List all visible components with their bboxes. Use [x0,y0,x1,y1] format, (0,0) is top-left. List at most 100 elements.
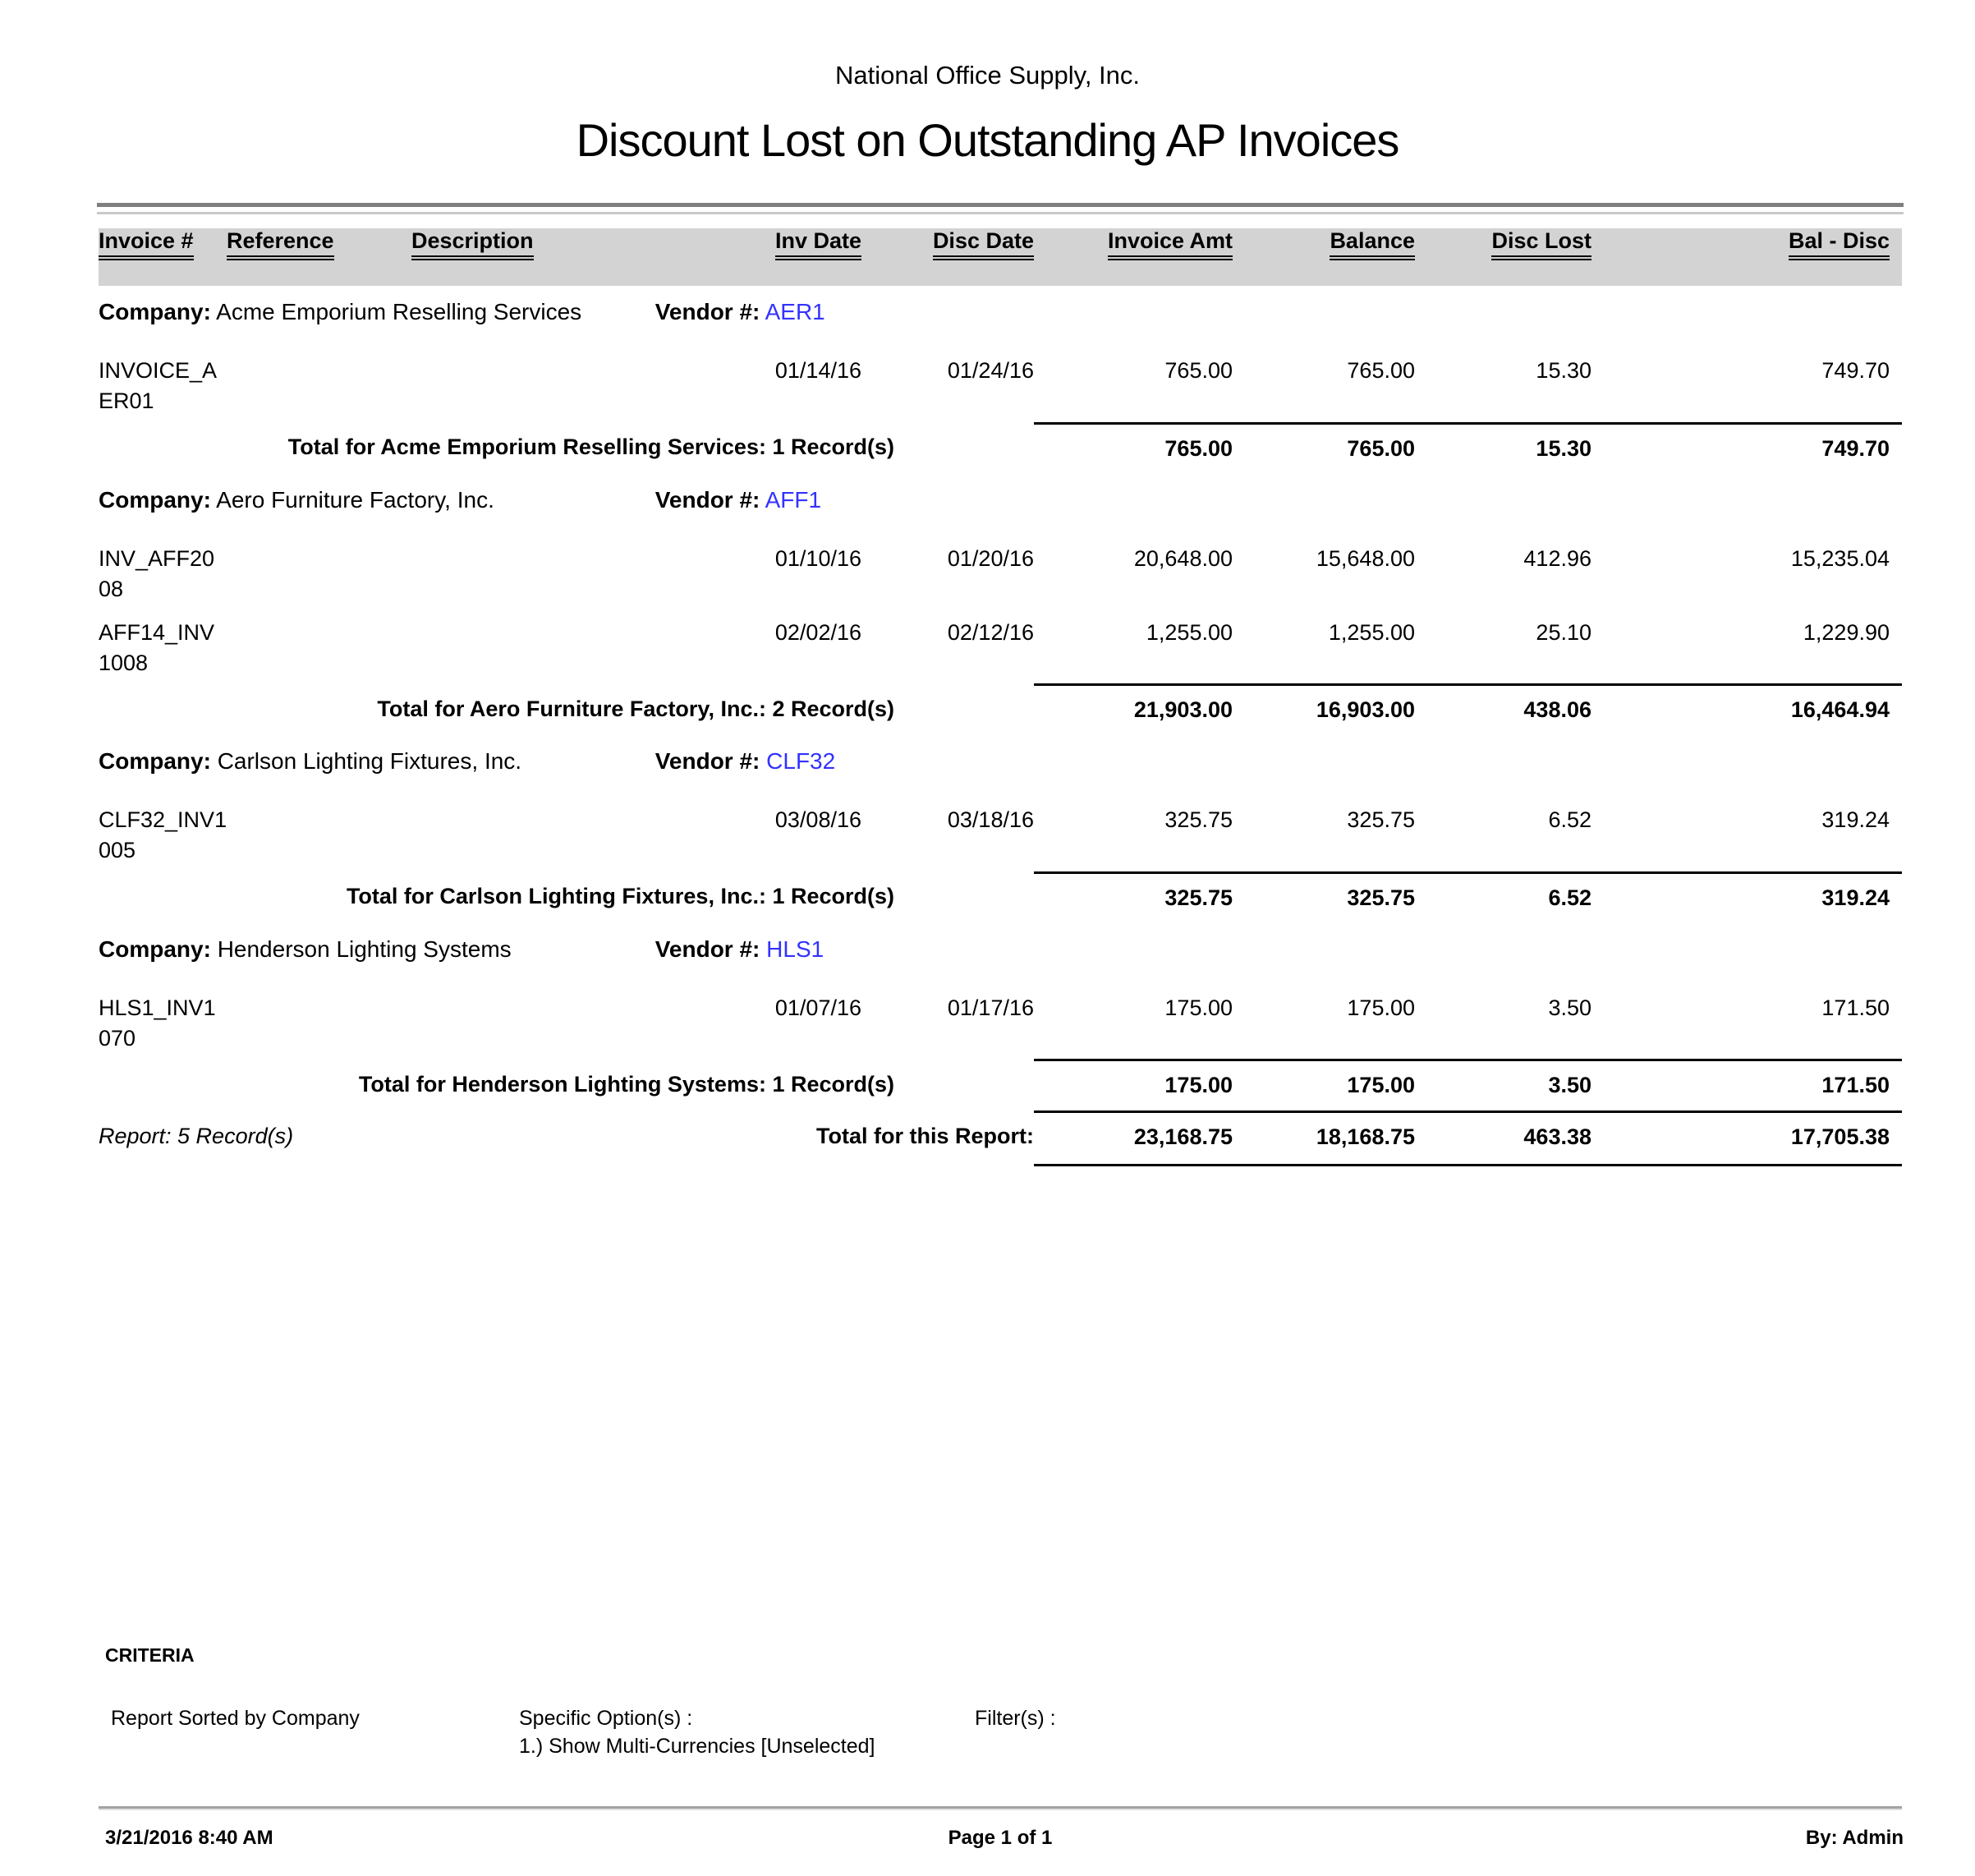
group-total-balance: 175.00 [1233,1059,1415,1112]
balance-cell: 15,648.00 [1316,545,1415,571]
report-total-label: Total for this Report: [816,1123,1034,1148]
footer-generated-by: By: Admin [1805,1827,1904,1849]
footer-page-number: Page 1 of 1 [948,1827,1053,1849]
invoice-row: CLF32_INV1 005 03/08/16 03/18/16 325.75 … [99,798,1902,872]
group-total-row: Total for Acme Emporium Reselling Servic… [99,421,1902,474]
criteria-option-item: 1.) Show Multi-Currencies [Unselected] [519,1735,875,1758]
footer-datetime: 3/21/2016 8:40 AM [105,1827,273,1849]
group-total-disc-lost: 438.06 [1415,683,1591,735]
vendor-code-link[interactable]: AER1 [765,299,825,324]
group-total-invoice-amt: 21,903.00 [1034,683,1233,735]
invoice-amt-cell: 175.00 [1164,995,1233,1020]
col-header-disc-lost: Disc Lost [1415,228,1591,286]
company-label: Company: [99,748,211,774]
description-cell [411,798,697,872]
description-cell [411,349,697,423]
column-header-row: Invoice # Reference Description Inv Date… [99,228,1902,286]
group-total-balance: 325.75 [1233,871,1415,923]
disc-date-cell: 01/24/16 [947,358,1034,383]
group-total-bal-disc: 749.70 [1591,421,1890,474]
group-total-invoice-amt: 765.00 [1034,421,1233,474]
invoice-amt-cell: 20,648.00 [1133,545,1233,571]
col-header-description: Description [411,228,697,286]
col-header-reference: Reference [227,228,411,286]
col-header-disc-date: Disc Date [861,228,1034,286]
title-rule-light [97,212,1904,214]
disc-lost-cell: 412.96 [1523,545,1591,571]
group-total-bal-disc: 319.24 [1591,871,1890,923]
col-header-bal-disc: Bal - Disc [1591,228,1890,286]
reference-cell [227,986,411,1060]
col-header-balance: Balance [1233,228,1415,286]
inv-date-cell: 02/02/16 [774,619,861,645]
description-cell [411,611,697,685]
invoice-amt-cell: 765.00 [1164,358,1233,383]
col-header-invoice: Invoice # [99,228,227,286]
group-total-balance: 16,903.00 [1233,683,1415,735]
company-label: Company: [99,936,211,962]
group-total-bal-disc: 16,464.94 [1591,683,1890,735]
vendor-label: Vendor #: [655,936,760,962]
bal-disc-cell: 749.70 [1821,358,1890,383]
balance-cell: 1,255.00 [1328,619,1415,645]
title-rule-dark [97,203,1904,207]
group-total-invoice-amt: 175.00 [1034,1059,1233,1112]
description-cell [411,986,697,1060]
group-total-invoice-amt: 325.75 [1034,871,1233,923]
reference-cell [227,611,411,685]
disc-date-cell: 01/17/16 [947,995,1034,1020]
group-total-row: Total for Henderson Lighting Systems: 1 … [99,1059,1902,1112]
criteria-sorted-by: Report Sorted by Company [111,1707,360,1730]
vendor-code-link[interactable]: CLF32 [766,748,836,774]
invoice-row: INVOICE_A ER01 01/14/16 01/24/16 765.00 … [99,349,1902,423]
invoice-number-cell: HLS1_INV1 070 [99,995,216,1051]
invoice-row: INV_AFF20 08 01/10/16 01/20/16 20,648.00… [99,537,1902,611]
vendor-code-link[interactable]: HLS1 [766,936,824,962]
group-header: Company: Carlson Lighting Fixtures, Inc.… [99,735,1902,798]
bal-disc-cell: 319.24 [1821,807,1890,832]
invoice-amt-cell: 325.75 [1164,807,1233,832]
bal-disc-cell: 1,229.90 [1803,619,1890,645]
balance-cell: 325.75 [1347,807,1415,832]
group-total-disc-lost: 3.50 [1415,1059,1591,1112]
report-record-count: Report: 5 Record(s) [99,1123,294,1148]
disc-lost-cell: 15.30 [1536,358,1591,383]
invoice-number-cell: CLF32_INV1 005 [99,807,227,862]
reference-cell [227,798,411,872]
company-title: National Office Supply, Inc. [834,61,1141,90]
inv-date-cell: 01/07/16 [774,995,861,1020]
invoice-row: AFF14_INV 1008 02/02/16 02/12/16 1,255.0… [99,611,1902,685]
group-header: Company: Acme Emporium Reselling Service… [99,286,1902,349]
vendor-label: Vendor #: [655,299,760,324]
disc-date-cell: 03/18/16 [947,807,1034,832]
group-total-bal-disc: 171.50 [1591,1059,1890,1112]
report-total-balance: 18,168.75 [1233,1110,1415,1166]
report-total-disc-lost: 463.38 [1415,1110,1591,1166]
disc-date-cell: 02/12/16 [947,619,1034,645]
report-summary-row: Report: 5 Record(s) Total for this Repor… [99,1110,1902,1166]
balance-cell: 175.00 [1347,995,1415,1020]
criteria-heading: CRITERIA [105,1644,195,1666]
group-total-row: Total for Aero Furniture Factory, Inc.: … [99,683,1902,735]
report-table: Invoice # Reference Description Inv Date… [99,228,1902,1166]
report-total-bal-disc: 17,705.38 [1591,1110,1890,1166]
invoice-number-cell: INVOICE_A ER01 [99,358,218,413]
invoice-row: HLS1_INV1 070 01/07/16 01/17/16 175.00 1… [99,986,1902,1060]
vendor-code-link[interactable]: AFF1 [765,486,822,513]
group-header: Company: Aero Furniture Factory, Inc. Ve… [99,474,1902,537]
group-total-balance: 765.00 [1233,421,1415,474]
company-name: Acme Emporium Reselling Services [216,299,582,324]
vendor-label: Vendor #: [655,486,760,513]
footer-rule [99,1806,1902,1810]
reference-cell [227,537,411,611]
group-total-label: Total for Carlson Lighting Fixtures, Inc… [346,884,894,908]
criteria-filters-label: Filter(s) : [975,1707,1056,1730]
company-label: Company: [99,486,211,513]
inv-date-cell: 01/10/16 [774,545,861,571]
group-total-label: Total for Henderson Lighting Systems: 1 … [358,1071,894,1097]
disc-date-cell: 01/20/16 [947,545,1034,571]
disc-lost-cell: 6.52 [1548,807,1591,832]
invoice-amt-cell: 1,255.00 [1146,619,1233,645]
inv-date-cell: 01/14/16 [774,358,861,383]
